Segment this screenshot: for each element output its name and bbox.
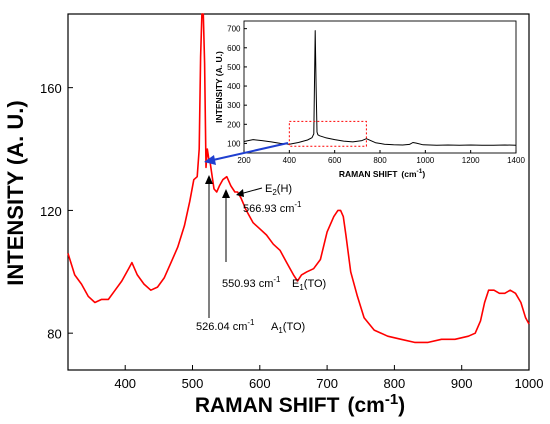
e2h-label: E2(H) xyxy=(265,183,292,197)
e1to-label: E1(TO) xyxy=(292,278,326,292)
zoom-arrow-head xyxy=(204,155,216,165)
a1to-label: A1(TO) xyxy=(271,321,305,335)
inset-y-axis-title: INTENSITY (A. U.) xyxy=(214,51,224,123)
inset-spectrum-line xyxy=(243,30,517,146)
inset-y-tick-label: 300 xyxy=(227,101,241,110)
main-x-tick-label: 400 xyxy=(114,376,136,391)
main-y-tick-label: 120 xyxy=(40,204,62,219)
main-x-tick-label: 900 xyxy=(451,376,473,391)
inset-x-tick-label: 1400 xyxy=(507,156,525,165)
main-plot-frame xyxy=(67,13,530,371)
inset-y-tick-label: 400 xyxy=(227,82,241,91)
main-axis-ticks: 400 500 600 700 800 900 1000 80 120 160 xyxy=(40,81,543,391)
main-x-tick-label: 700 xyxy=(316,376,338,391)
main-y-axis-title: INTENSITY (A. U.) xyxy=(3,100,28,285)
a1to-arrow-head xyxy=(205,175,213,184)
inset-background xyxy=(245,18,520,153)
inset-x-tick-label: 600 xyxy=(328,156,342,165)
inset-highlight-box xyxy=(288,120,367,147)
inset-y-tick-label: 500 xyxy=(227,63,241,72)
inset-y-tick-label: 700 xyxy=(227,25,241,34)
annotations: E2(H) 566.93 cm-1 550.93 cm-1 E1(TO) 526… xyxy=(196,175,326,335)
e2h-arrow-line xyxy=(239,187,263,195)
inset-x-tick-label: 800 xyxy=(373,156,387,165)
zoom-arrow-line xyxy=(212,142,289,161)
main-y-tick-label: 80 xyxy=(47,327,61,342)
main-spectrum-line xyxy=(67,13,530,344)
main-x-axis-title: RAMAN SHIFT (cm-1) xyxy=(195,391,405,417)
inset-x-tick-label: 1000 xyxy=(416,156,434,165)
inset-axis-ticks: 200 400 600 800 1000 1200 1400 100 200 300 400 500 6… xyxy=(227,25,525,165)
inset-chart: 200 400 600 800 1000 1200 1400 100 200 300 400 500 6… xyxy=(214,18,525,179)
e2h-arrow-head xyxy=(236,189,244,197)
inset-y-tick-label: 100 xyxy=(227,139,241,148)
e1to-arrow-head xyxy=(222,189,230,198)
main-x-tick-label: 800 xyxy=(384,376,406,391)
main-y-tick-label: 160 xyxy=(40,81,62,96)
main-x-tick-label: 1000 xyxy=(515,376,544,391)
e2h-value: 566.93 cm-1 xyxy=(243,200,302,215)
main-x-tick-label: 600 xyxy=(249,376,271,391)
e1to-value: 550.93 cm-1 xyxy=(222,275,281,290)
a1to-value: 526.04 cm-1 xyxy=(196,318,255,333)
inset-x-tick-label: 1200 xyxy=(462,156,480,165)
inset-y-tick-label: 600 xyxy=(227,44,241,53)
inset-y-tick-label: 200 xyxy=(227,120,241,129)
inset-x-tick-label: 200 xyxy=(237,156,251,165)
inset-x-axis-title: RAMAN SHIFT (cm-1) xyxy=(339,168,425,179)
inset-x-tick-label: 400 xyxy=(283,156,297,165)
main-x-tick-label: 500 xyxy=(182,376,204,391)
